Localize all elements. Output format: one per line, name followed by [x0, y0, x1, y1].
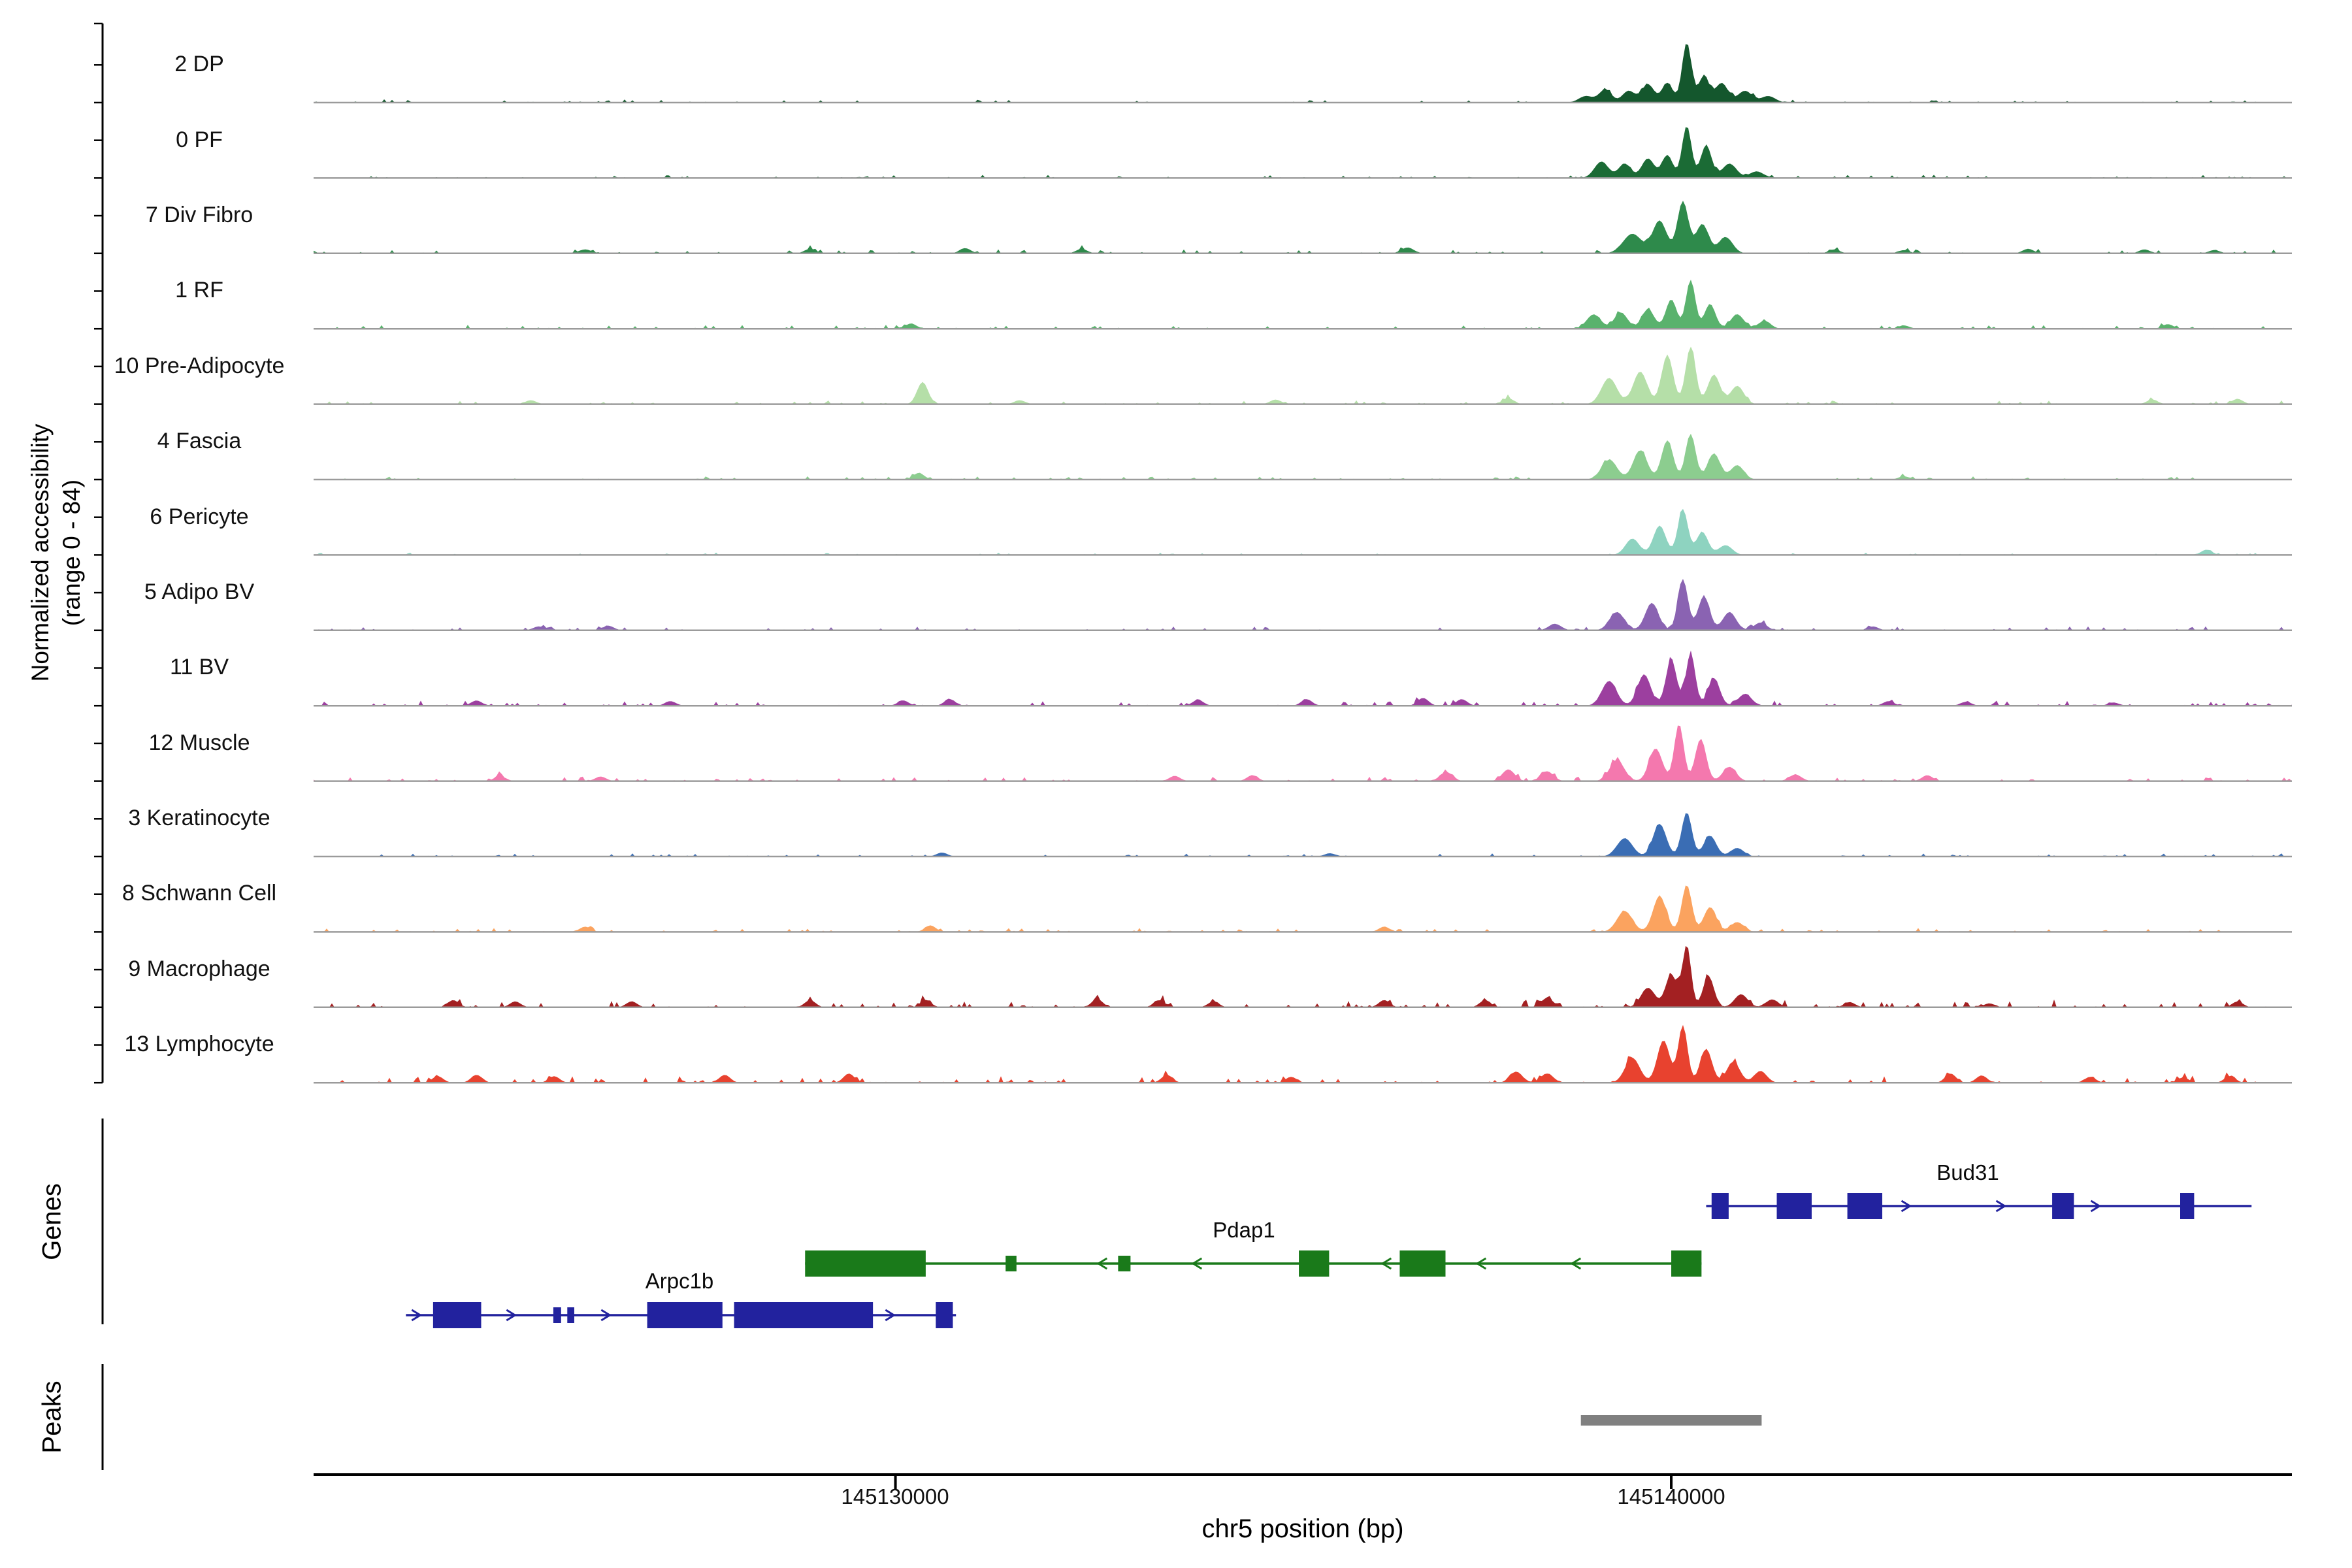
track-label-13-lymphocyte: 13 Lymphocyte	[124, 1032, 274, 1057]
track-label-column: 2 DP 0 PF 7 Div Fibro 1 RF 10 Pre-Adipoc…	[85, 27, 314, 1082]
peaks-section-label: Peaks	[37, 1380, 67, 1454]
track-label-6-pericyte: 6 Pericyte	[150, 504, 249, 529]
track-label-4-fascia: 4 Fascia	[157, 429, 242, 454]
track-label-7-div-fibro: 7 Div Fibro	[145, 202, 253, 227]
gene-name-bud31: Bud31	[1936, 1160, 1999, 1184]
genes-section-label: Genes	[37, 1183, 67, 1260]
track-label-9-macrophage: 9 Macrophage	[128, 956, 270, 981]
track-label-0-pf: 0 PF	[176, 127, 223, 152]
track-label-8-schwann-cell: 8 Schwann Cell	[122, 881, 277, 906]
x-tick-label-145130000: 145130000	[841, 1484, 949, 1509]
y-axis-label-line2: (range 0 - 84)	[58, 479, 85, 627]
x-axis-title: chr5 position (bp)	[1201, 1514, 1404, 1543]
gene-name-arpc1b: Arpc1b	[645, 1269, 714, 1293]
y-axis-label-line1: Normalized accessibility	[26, 423, 54, 682]
track-label-1-rf: 1 RF	[175, 278, 223, 303]
track-label-2-dp: 2 DP	[174, 52, 224, 77]
track-label-3-keratinocyte: 3 Keratinocyte	[128, 806, 270, 831]
track-label-11-bv: 11 BV	[169, 655, 229, 680]
track-label-10-pre-adipocyte: 10 Pre-Adipocyte	[114, 353, 285, 378]
x-tick-label-145140000: 145140000	[1617, 1484, 1725, 1509]
gene-name-pdap1: Pdap1	[1213, 1218, 1275, 1242]
y-axis-label: Normalized accessibility (range 0 - 84)	[25, 424, 88, 682]
track-label-5-adipo-bv: 5 Adipo BV	[144, 579, 255, 604]
track-label-12-muscle: 12 Muscle	[148, 730, 250, 755]
